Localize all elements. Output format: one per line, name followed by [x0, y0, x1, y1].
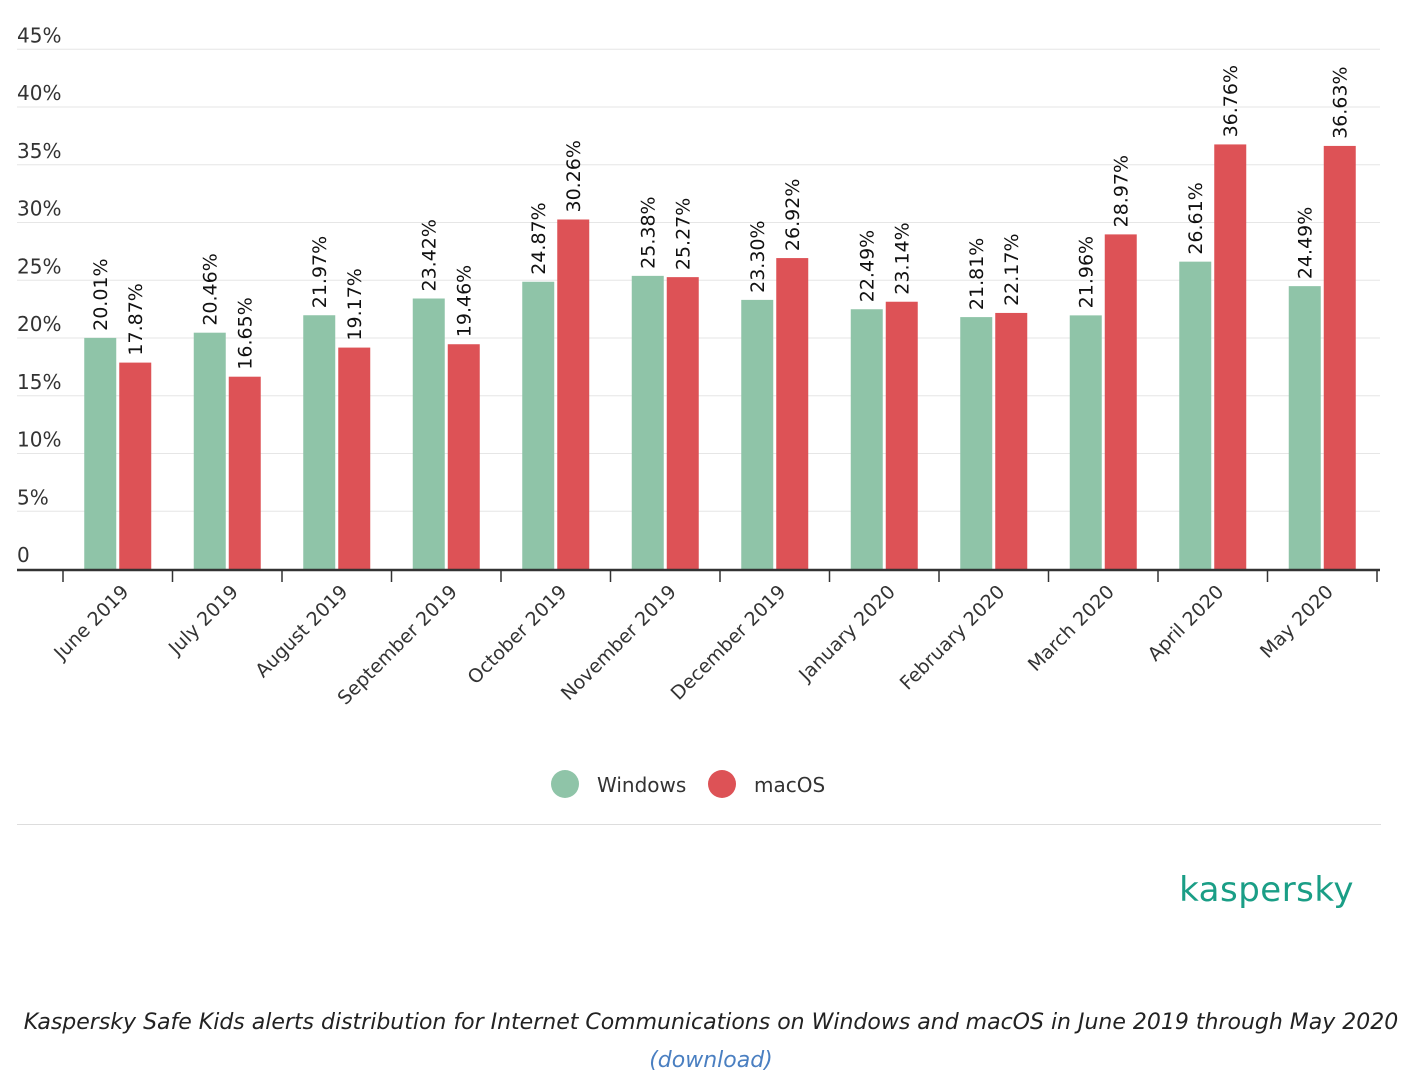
legend-label-windows: Windows [597, 773, 686, 797]
macos-data-label: 16.65% [235, 297, 257, 369]
windows-bar [193, 332, 226, 569]
legend-swatch-windows [551, 770, 579, 798]
macos-bar [119, 362, 152, 569]
macos-bar [447, 344, 480, 569]
kaspersky-logo: kaspersky [1179, 870, 1354, 910]
y-tick-label: 35% [17, 139, 61, 163]
windows-data-label: 22.49% [857, 230, 879, 302]
x-tick-label: November 2019 [557, 581, 681, 705]
macos-data-label: 36.76% [1220, 65, 1242, 137]
x-tick-label: August 2019 [251, 581, 352, 682]
windows-bar [741, 299, 774, 569]
windows-data-label: 24.49% [1295, 207, 1317, 279]
windows-data-label: 21.97% [309, 236, 331, 308]
y-tick-label: 5% [17, 485, 49, 509]
macos-bar [666, 277, 699, 569]
macos-bar [338, 347, 371, 569]
windows-data-label: 20.01% [90, 258, 112, 330]
macos-data-label: 22.17% [1001, 233, 1023, 305]
macos-bar [995, 312, 1028, 569]
y-tick-label: 15% [17, 370, 61, 394]
windows-data-label: 26.61% [1185, 182, 1207, 254]
macos-bar [228, 376, 261, 569]
windows-bar [1288, 286, 1321, 569]
x-tick-label: October 2019 [463, 581, 571, 689]
x-tick-label: April 2020 [1144, 581, 1229, 666]
windows-data-label: 21.96% [1076, 236, 1098, 308]
x-tick-label: March 2020 [1024, 581, 1119, 676]
windows-bar [1069, 315, 1102, 569]
y-tick-label: 20% [17, 312, 61, 336]
macos-data-label: 19.46% [454, 265, 476, 337]
caption-text: Kaspersky Safe Kids alerts distribution … [23, 1010, 1399, 1035]
windows-bar [522, 281, 555, 569]
windows-data-label: 24.87% [528, 202, 550, 274]
macos-data-label: 36.63% [1330, 66, 1352, 138]
chart: 0 5% 10% 15% 20% 25% 30% 35% 40% 45% 20.01% 17.87%… [17, 23, 1380, 798]
macos-bar [557, 219, 590, 569]
windows-bar [631, 275, 664, 569]
macos-data-label: 19.17% [344, 268, 366, 340]
legend-swatch-macos [708, 770, 736, 798]
figure-caption: Kaspersky Safe Kids alerts distribution … [10, 1004, 1412, 1080]
windows-data-label: 23.30% [747, 220, 769, 292]
legend: Windows macOS [551, 770, 825, 798]
y-tick-label: 10% [17, 428, 61, 452]
windows-data-label: 20.46% [200, 253, 222, 325]
bars [84, 144, 1356, 570]
x-tick-label: May 2020 [1256, 581, 1338, 663]
y-tick-label: 45% [17, 23, 61, 47]
x-tick-label: July 2019 [164, 581, 243, 660]
windows-data-label: 23.42% [419, 219, 441, 291]
macos-data-label: 17.87% [125, 283, 147, 355]
macos-data-label: 30.26% [563, 140, 585, 212]
x-tick-label: December 2019 [667, 581, 791, 705]
windows-bar [84, 337, 117, 569]
windows-data-label: 25.38% [638, 196, 660, 268]
windows-bar [1179, 261, 1212, 569]
y-tick-label: 40% [17, 81, 61, 105]
y-tick-label: 25% [17, 254, 61, 278]
macos-bar [1214, 144, 1247, 569]
x-tick-label: January 2020 [794, 581, 900, 687]
windows-bar [850, 309, 883, 569]
macos-data-label: 28.97% [1111, 155, 1133, 227]
macos-data-label: 26.92% [782, 179, 804, 251]
windows-bar [960, 317, 993, 569]
macos-bar [1104, 234, 1137, 570]
x-tick-label: September 2019 [334, 581, 462, 709]
download-link[interactable]: (download) [649, 1048, 773, 1073]
data-labels: 20.01% 17.87% 20.46% 16.65% 21.97% 19.17% 23.4… [90, 65, 1352, 370]
macos-bar [885, 301, 918, 569]
x-tick-label: June 2019 [49, 581, 133, 665]
windows-bar [303, 315, 336, 569]
windows-data-label: 21.81% [966, 238, 988, 310]
macos-bar [1323, 145, 1356, 569]
x-axis [17, 568, 1380, 582]
macos-data-label: 23.14% [892, 222, 914, 294]
y-tick-label: 0 [17, 543, 30, 567]
macos-bar [776, 258, 809, 569]
legend-label-macos: macOS [754, 773, 825, 797]
windows-bar [412, 298, 445, 569]
separator-line [17, 824, 1381, 825]
y-axis-ticks: 0 5% 10% 15% 20% 25% 30% 35% 40% 45% [17, 23, 61, 567]
y-tick-label: 30% [17, 197, 61, 221]
macos-data-label: 25.27% [673, 198, 695, 270]
x-tick-label: February 2020 [896, 581, 1010, 695]
